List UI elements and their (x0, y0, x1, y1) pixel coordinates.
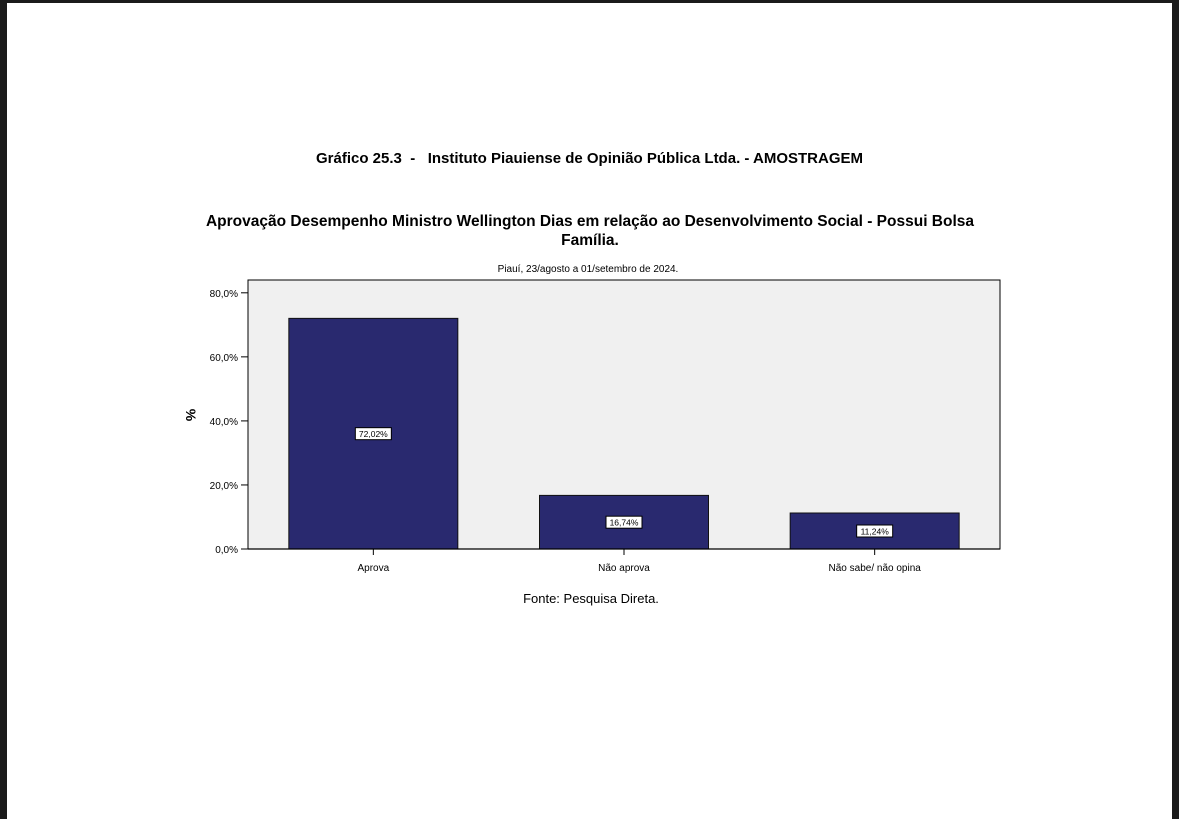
data-label: 11,24% (861, 527, 890, 537)
y-tick-label: 80,0% (210, 289, 238, 300)
y-tick-label: 20,0% (210, 481, 238, 492)
chart-subtitle: Piauí, 23/agosto a 01/setembro de 2024. (497, 264, 679, 275)
chart-header: Gráfico 25.3 - Instituto Piauiense de Op… (315, 150, 864, 167)
y-tick-label: 0,0% (215, 545, 238, 556)
x-tick-label: Não sabe/ não opina (829, 563, 922, 574)
y-tick-label: 60,0% (210, 353, 238, 364)
data-label: 16,74% (610, 518, 639, 528)
data-label-box (354, 427, 392, 441)
chart-title: Aprovação Desempenho Ministro Wellington… (205, 213, 975, 249)
x-tick-label: Não aprova (598, 563, 650, 574)
data-label-box (856, 524, 894, 538)
data-label-box (605, 515, 643, 529)
x-tick-label: Aprova (357, 563, 389, 574)
y-tick-label: 40,0% (210, 417, 238, 428)
y-axis-label: % (183, 409, 199, 422)
chart-source: Fonte: Pesquisa Direta. (523, 591, 659, 606)
data-label: 72,02% (359, 429, 388, 439)
